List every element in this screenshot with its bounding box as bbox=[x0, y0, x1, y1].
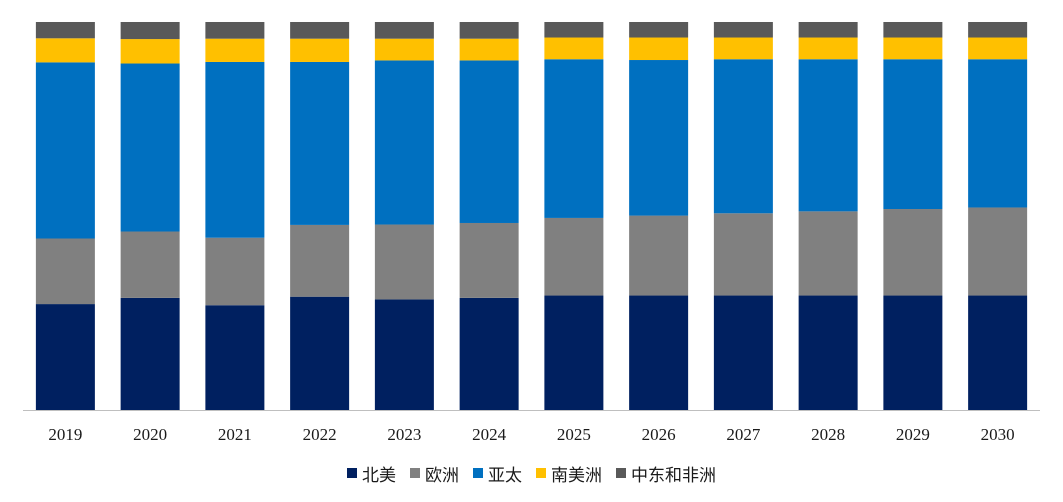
bar-segment-2027-series-0 bbox=[713, 295, 773, 410]
bar-segment-2030-series-3 bbox=[968, 37, 1028, 60]
bar-segment-2021-series-3 bbox=[205, 38, 265, 62]
bar-segment-2023-series-4 bbox=[374, 22, 434, 39]
legend-item: 南美洲 bbox=[536, 461, 602, 486]
chart-plot-area: 2019 2020 2021 2022 2023 2024 2025 2026 2027 2028… bbox=[23, 22, 1040, 444]
legend-label: 亚太 bbox=[488, 465, 522, 485]
bar-segment-2020-series-3 bbox=[120, 39, 180, 64]
bar-segment-2025-series-3 bbox=[544, 37, 604, 60]
bar-segment-2030-series-2 bbox=[968, 59, 1028, 208]
x-tick-label: 2023 bbox=[387, 425, 421, 444]
bars-layer bbox=[35, 22, 1028, 410]
bar-segment-2023-series-0 bbox=[374, 299, 434, 410]
x-tick-label: 2030 bbox=[981, 425, 1015, 444]
bar-segment-2023-series-1 bbox=[374, 224, 434, 300]
legend-item: 欧洲 bbox=[410, 461, 459, 486]
legend-label: 北美 bbox=[362, 465, 396, 485]
legend-item: 亚太 bbox=[473, 461, 522, 486]
legend-item: 中东和非洲 bbox=[616, 461, 716, 486]
bar-segment-2027-series-3 bbox=[713, 37, 773, 60]
bar-segment-2022-series-2 bbox=[290, 61, 350, 225]
bar-segment-2030-series-4 bbox=[968, 22, 1028, 38]
legend-label: 中东和非洲 bbox=[631, 465, 716, 485]
bar-segment-2029-series-1 bbox=[883, 209, 943, 296]
bar-segment-2024-series-2 bbox=[459, 60, 519, 223]
bar-segment-2027-series-4 bbox=[713, 22, 773, 38]
bar-segment-2022-series-1 bbox=[290, 224, 350, 297]
bar-segment-2020-series-4 bbox=[120, 22, 180, 40]
bar-segment-2027-series-2 bbox=[713, 59, 773, 214]
bar-segment-2030-series-0 bbox=[968, 295, 1028, 410]
bar-segment-2024-series-4 bbox=[459, 22, 519, 39]
x-tick-label: 2028 bbox=[811, 425, 845, 444]
bar-segment-2019-series-1 bbox=[35, 238, 95, 305]
bar-segment-2028-series-0 bbox=[798, 295, 858, 410]
bar-segment-2030-series-1 bbox=[968, 207, 1028, 296]
legend-swatch bbox=[347, 468, 357, 478]
bar-segment-2024-series-0 bbox=[459, 297, 519, 410]
x-tick-label: 2021 bbox=[218, 425, 252, 444]
bar-segment-2029-series-3 bbox=[883, 37, 943, 60]
bar-segment-2026-series-0 bbox=[629, 295, 689, 410]
legend-item: 北美 bbox=[347, 461, 396, 486]
bar-segment-2028-series-1 bbox=[798, 211, 858, 296]
bar-segment-2025-series-4 bbox=[544, 22, 604, 38]
x-tick-label: 2025 bbox=[557, 425, 591, 444]
bar-segment-2025-series-0 bbox=[544, 295, 604, 410]
legend-label: 欧洲 bbox=[425, 465, 459, 485]
bar-segment-2021-series-4 bbox=[205, 22, 265, 39]
legend-label: 南美洲 bbox=[551, 465, 602, 485]
bar-segment-2027-series-1 bbox=[713, 213, 773, 296]
bar-segment-2019-series-4 bbox=[35, 22, 95, 39]
bar-segment-2022-series-3 bbox=[290, 38, 350, 62]
x-tick-label: 2026 bbox=[642, 425, 676, 444]
bar-segment-2019-series-0 bbox=[35, 304, 95, 410]
x-tick-label: 2019 bbox=[48, 425, 82, 444]
bar-segment-2021-series-2 bbox=[205, 61, 265, 238]
bar-segment-2025-series-2 bbox=[544, 59, 604, 218]
bar-segment-2026-series-2 bbox=[629, 60, 689, 216]
bar-segment-2023-series-2 bbox=[374, 60, 434, 225]
bar-segment-2022-series-4 bbox=[290, 22, 350, 39]
bar-segment-2028-series-2 bbox=[798, 59, 858, 212]
bar-segment-2026-series-1 bbox=[629, 215, 689, 296]
legend-swatch bbox=[473, 468, 483, 478]
x-tick-labels: 2019 2020 2021 2022 2023 2024 2025 2026 2027 2028… bbox=[48, 425, 1014, 444]
x-tick-label: 2029 bbox=[896, 425, 930, 444]
bar-segment-2024-series-3 bbox=[459, 38, 519, 61]
bar-segment-2020-series-2 bbox=[120, 63, 180, 232]
bar-segment-2020-series-1 bbox=[120, 231, 180, 298]
bar-segment-2026-series-4 bbox=[629, 22, 689, 38]
legend-swatch bbox=[616, 468, 626, 478]
bar-segment-2020-series-0 bbox=[120, 297, 180, 410]
bar-segment-2028-series-3 bbox=[798, 37, 858, 60]
legend-swatch bbox=[410, 468, 420, 478]
bar-segment-2028-series-4 bbox=[798, 22, 858, 38]
legend-swatch bbox=[536, 468, 546, 478]
bar-segment-2021-series-1 bbox=[205, 237, 265, 306]
bar-segment-2029-series-0 bbox=[883, 295, 943, 410]
bar-segment-2026-series-3 bbox=[629, 37, 689, 61]
bar-segment-2019-series-2 bbox=[35, 62, 95, 239]
chart-legend: 北美 欧洲 亚太 南美洲 中东和非洲 bbox=[0, 460, 1063, 486]
x-tick-label: 2022 bbox=[303, 425, 337, 444]
x-tick-label: 2027 bbox=[726, 425, 761, 444]
bar-segment-2019-series-3 bbox=[35, 38, 95, 63]
bar-segment-2022-series-0 bbox=[290, 296, 350, 410]
bar-segment-2023-series-3 bbox=[374, 38, 434, 61]
x-tick-label: 2024 bbox=[472, 425, 507, 444]
bar-segment-2021-series-0 bbox=[205, 305, 265, 410]
x-tick-label: 2020 bbox=[133, 425, 167, 444]
bar-segment-2025-series-1 bbox=[544, 217, 604, 296]
bar-segment-2029-series-4 bbox=[883, 22, 943, 38]
bar-segment-2024-series-1 bbox=[459, 222, 519, 298]
bar-segment-2029-series-2 bbox=[883, 59, 943, 210]
